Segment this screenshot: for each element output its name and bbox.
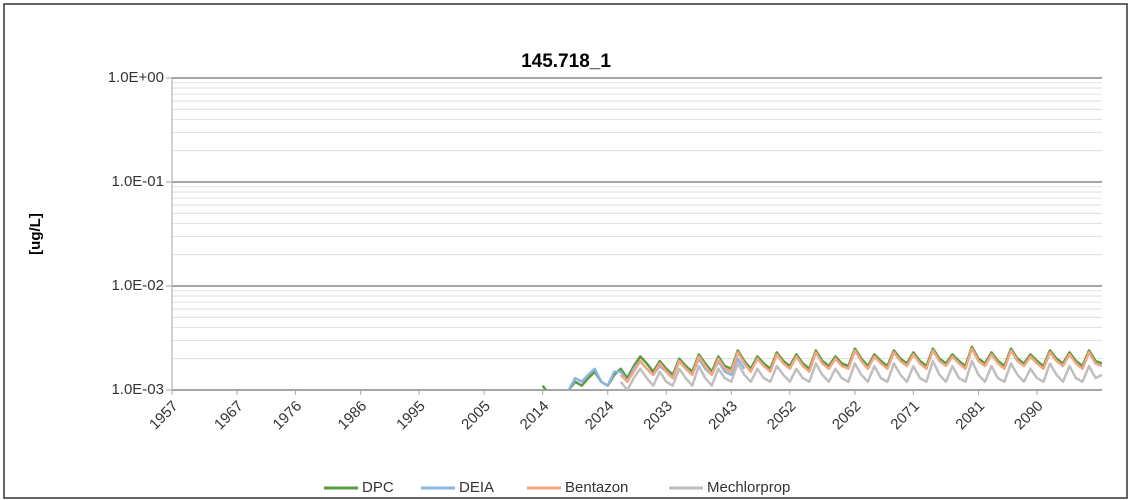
series-line [619,347,1102,384]
y-tick-label: 1.0E-01 [111,173,164,190]
legend-label: DEIA [459,479,494,496]
chart-title: 145.718_1 [521,51,611,72]
y-tick-label: 1.0E-03 [111,381,164,398]
series-line [619,359,1102,390]
chart-frame [3,3,1128,499]
y-tick-label: 1.0E-02 [111,277,164,294]
y-tick-label: 1.0E+00 [108,69,164,86]
y-axis-label: [ug/L] [27,213,44,255]
legend-label: Mechlorprop [707,479,790,496]
legend-label: Bentazon [565,479,628,496]
plot-area [541,345,1102,390]
legend-label: DPC [362,479,394,496]
